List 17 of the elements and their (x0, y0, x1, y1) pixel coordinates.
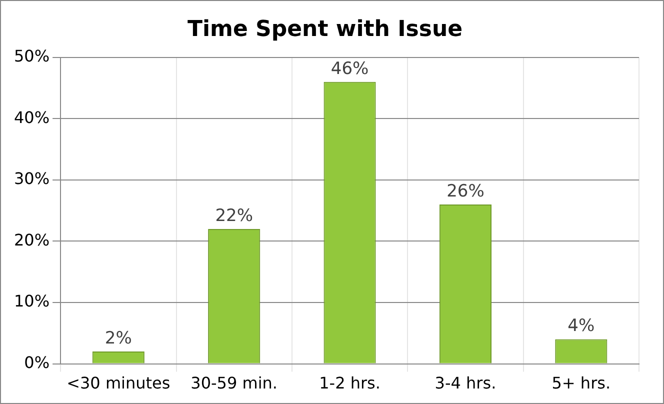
chart-title: Time Spent with Issue (187, 16, 463, 42)
data-label: 4% (568, 316, 595, 336)
x-tick-label: 1-2 hrs. (319, 374, 380, 393)
x-tick-label: <30 minutes (66, 374, 170, 393)
x-tick-label: 3-4 hrs. (434, 374, 496, 393)
y-tick-label: 10% (14, 292, 50, 311)
x-tick-label: 5+ hrs. (552, 374, 611, 393)
data-label: 46% (330, 58, 369, 79)
y-tick-label: 0% (24, 352, 50, 372)
data-label: 2% (104, 328, 132, 348)
y-tick-label: 50% (14, 46, 50, 66)
y-tick-label: 30% (14, 169, 50, 188)
data-label: 22% (215, 206, 253, 226)
y-tick-label: 40% (14, 108, 50, 127)
x-tick-label: 30-59 min. (190, 374, 278, 393)
y-tick-label: 20% (14, 230, 50, 250)
data-label: 26% (446, 181, 484, 202)
